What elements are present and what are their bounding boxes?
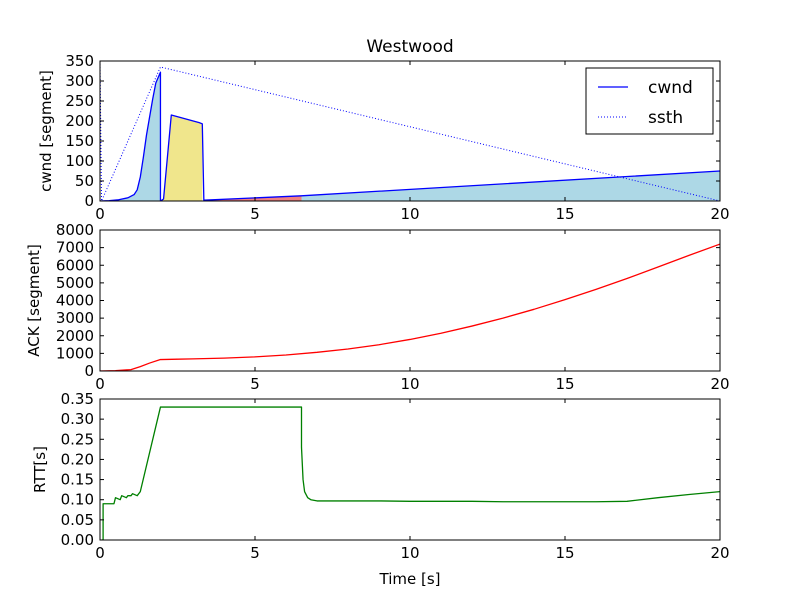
cwnd-fill-region-3 bbox=[301, 171, 720, 201]
cwnd-plot-area bbox=[100, 61, 720, 201]
cwnd-series-ssth bbox=[100, 61, 720, 201]
cwnd-x-tick-label: 20 bbox=[710, 205, 729, 223]
ack-x-tick-label: 10 bbox=[400, 375, 419, 393]
cwnd-y-tick-label: 0 bbox=[84, 192, 94, 210]
cwnd-y-tick-label: 350 bbox=[65, 52, 94, 70]
rtt-x-tick-label: 5 bbox=[250, 544, 260, 562]
cwnd-legend: cwnd ssth bbox=[585, 67, 714, 135]
rtt-y-tick-label: 0.05 bbox=[61, 511, 94, 529]
ack-y-tick-label: 2000 bbox=[56, 327, 94, 345]
ack-x-tick-label: 0 bbox=[95, 375, 105, 393]
ack-series-ack bbox=[100, 243, 720, 371]
cwnd-fill-region-1 bbox=[160, 115, 203, 201]
cwnd-y-tick-label: 200 bbox=[65, 112, 94, 130]
rtt-x-tick-label: 20 bbox=[710, 544, 729, 562]
legend-label-ssth: ssth bbox=[648, 108, 683, 128]
rtt-y-axis-label: RTT[s] bbox=[31, 446, 49, 493]
rtt-y-tick-label: 0.20 bbox=[61, 450, 94, 468]
cwnd-x-tick-label: 0 bbox=[95, 205, 105, 223]
rtt-x-tick-label: 10 bbox=[400, 544, 419, 562]
ack-y-tick-label: 3000 bbox=[56, 309, 94, 327]
cwnd-series-cwnd bbox=[100, 71, 720, 201]
ack-y-tick-label: 8000 bbox=[56, 221, 94, 239]
x-axis-label: Time [s] bbox=[379, 570, 441, 588]
rtt-panel: 0 5 10 15 20 0.00 0.05 0.10 0.15 0.20 0.25 0.30 0.35… bbox=[31, 390, 730, 562]
rtt-x-tick-label: 15 bbox=[555, 544, 574, 562]
cwnd-x-tick-label: 10 bbox=[400, 205, 419, 223]
rtt-y-tick-label: 0.15 bbox=[61, 471, 94, 489]
cwnd-x-tick-label: 15 bbox=[555, 205, 574, 223]
rtt-y-tick-label: 0.25 bbox=[61, 430, 94, 448]
ack-panel: 0 5 10 15 20 01000200030004000500060007000800… bbox=[25, 221, 730, 393]
rtt-y-tick-label: 0.30 bbox=[61, 410, 94, 428]
cwnd-x-tick-label: 5 bbox=[250, 205, 260, 223]
ack-x-tick-label: 20 bbox=[710, 375, 729, 393]
legend-box bbox=[585, 67, 714, 135]
ack-y-tick-label: 0 bbox=[84, 362, 94, 380]
ack-y-axis-label: ACK [segment] bbox=[25, 244, 43, 357]
cwnd-y-tick-label: 100 bbox=[65, 152, 94, 170]
ack-y-tick-label: 7000 bbox=[56, 239, 94, 257]
legend-label-cwnd: cwnd bbox=[648, 78, 693, 98]
ack-x-tick-label: 5 bbox=[250, 375, 260, 393]
ack-plot-area bbox=[100, 243, 720, 371]
cwnd-y-tick-label: 300 bbox=[65, 72, 94, 90]
ack-y-tick-label: 6000 bbox=[56, 256, 94, 274]
rtt-y-tick-label: 0.00 bbox=[61, 531, 94, 549]
figure-title: Westwood bbox=[366, 37, 453, 57]
ack-y-tick-label: 4000 bbox=[56, 292, 94, 310]
cwnd-y-tick-label: 150 bbox=[65, 132, 94, 150]
rtt-x-tick-label: 0 bbox=[95, 544, 105, 562]
ack-x-tick-label: 15 bbox=[555, 375, 574, 393]
cwnd-fill-region-0 bbox=[100, 72, 161, 201]
rtt-plot-area bbox=[101, 406, 720, 540]
ack-y-tick-label: 1000 bbox=[56, 344, 94, 362]
cwnd-y-axis-label: cwnd [segment] bbox=[37, 70, 55, 192]
ack-y-tick-label: 5000 bbox=[56, 274, 94, 292]
rtt-y-tick-label: 0.10 bbox=[61, 491, 94, 509]
rtt-y-tick-label: 0.35 bbox=[61, 390, 94, 408]
cwnd-y-tick-label: 250 bbox=[65, 92, 94, 110]
cwnd-y-tick-label: 50 bbox=[75, 172, 94, 190]
rtt-series-rtt bbox=[101, 406, 720, 540]
